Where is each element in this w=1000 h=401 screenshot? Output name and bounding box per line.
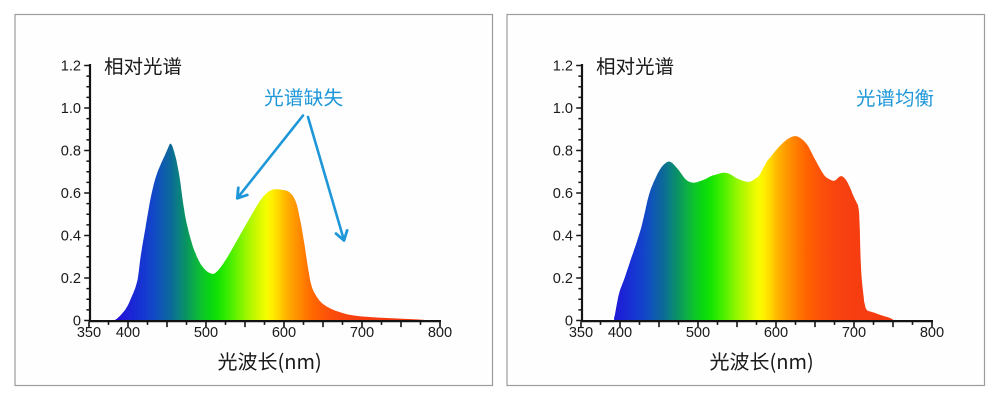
svg-text:1.0: 1.0 xyxy=(553,101,573,117)
svg-text:0: 0 xyxy=(73,314,81,330)
svg-text:700: 700 xyxy=(842,325,866,341)
svg-text:400: 400 xyxy=(608,325,632,341)
svg-text:0.6: 0.6 xyxy=(61,186,81,202)
svg-text:350: 350 xyxy=(77,325,101,341)
svg-text:0.4: 0.4 xyxy=(61,229,81,245)
svg-text:800: 800 xyxy=(920,325,944,341)
svg-text:700: 700 xyxy=(350,325,374,341)
svg-text:500: 500 xyxy=(686,325,710,341)
svg-text:0.2: 0.2 xyxy=(553,271,573,287)
svg-text:0: 0 xyxy=(565,314,573,330)
svg-text:0.4: 0.4 xyxy=(553,229,573,245)
svg-text:0.8: 0.8 xyxy=(61,144,81,160)
svg-text:1.2: 1.2 xyxy=(61,59,81,75)
svg-text:0.2: 0.2 xyxy=(61,271,81,287)
svg-text:800: 800 xyxy=(428,325,452,341)
svg-text:500: 500 xyxy=(194,325,218,341)
svg-text:350: 350 xyxy=(569,325,593,341)
svg-text:1.2: 1.2 xyxy=(553,59,573,75)
svg-text:600: 600 xyxy=(764,325,788,341)
svg-text:400: 400 xyxy=(116,325,140,341)
svg-text:0.6: 0.6 xyxy=(553,186,573,202)
svg-text:0.8: 0.8 xyxy=(553,144,573,160)
svg-text:600: 600 xyxy=(272,325,296,341)
svg-text:1.0: 1.0 xyxy=(61,101,81,117)
